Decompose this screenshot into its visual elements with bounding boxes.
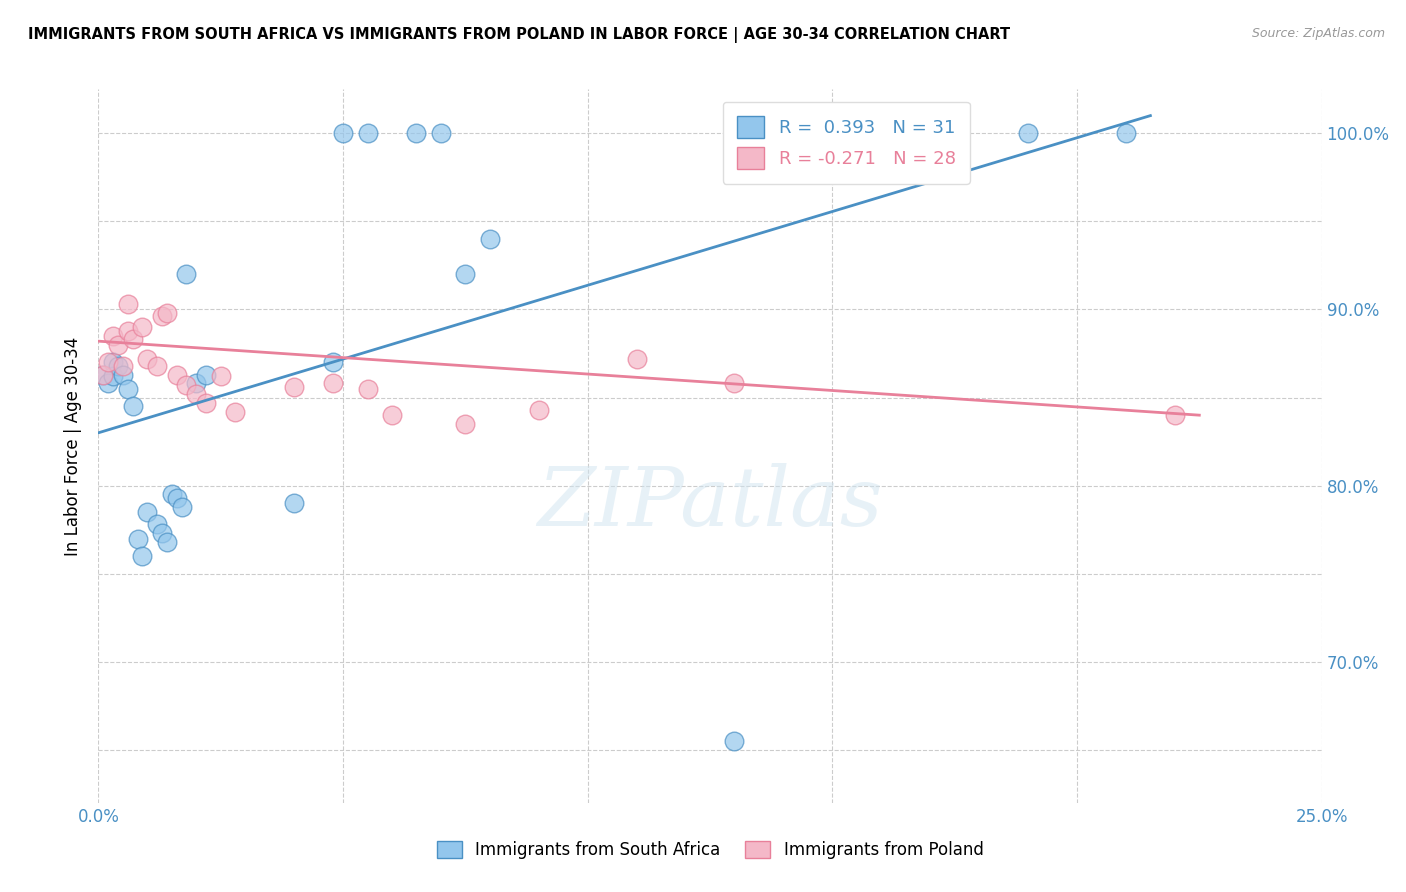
Point [176,267,198,281]
Point [430,126,453,140]
Point [1164,408,1187,422]
Point [209,369,232,384]
Point [224,404,246,418]
Point [101,355,124,369]
Point [1017,126,1039,140]
Point [405,126,427,140]
Point [478,232,501,246]
Point [176,378,198,392]
Point [131,320,153,334]
Point [723,376,745,391]
Point [626,351,648,366]
Point [332,126,354,140]
Point [150,310,173,324]
Point [195,396,218,410]
Point [150,526,173,541]
Point [381,408,404,422]
Point [121,400,143,414]
Point [186,387,208,401]
Point [97,355,120,369]
Point [127,532,149,546]
Text: IMMIGRANTS FROM SOUTH AFRICA VS IMMIGRANTS FROM POLAND IN LABOR FORCE | AGE 30-3: IMMIGRANTS FROM SOUTH AFRICA VS IMMIGRAN… [28,27,1011,43]
Point [136,505,159,519]
Point [111,368,134,382]
Point [356,126,378,140]
Point [166,368,188,382]
Point [101,329,124,343]
Point [1115,126,1137,140]
Point [166,491,188,505]
Legend: Immigrants from South Africa, Immigrants from Poland: Immigrants from South Africa, Immigrants… [430,834,990,866]
Point [101,369,124,384]
Point [322,376,344,391]
Point [117,297,139,311]
Point [111,359,134,373]
Y-axis label: In Labor Force | Age 30-34: In Labor Force | Age 30-34 [65,336,83,556]
Point [91,368,114,382]
Text: Source: ZipAtlas.com: Source: ZipAtlas.com [1251,27,1385,40]
Point [97,376,120,391]
Point [136,351,159,366]
Point [117,382,139,396]
Point [454,267,477,281]
Text: ZIPatlas: ZIPatlas [537,463,883,543]
Point [107,337,129,351]
Point [156,306,179,320]
Point [160,487,183,501]
Point [91,368,114,382]
Point [723,734,745,748]
Point [146,517,169,532]
Point [356,382,378,396]
Point [156,535,179,549]
Point [283,380,305,394]
Point [527,403,550,417]
Point [146,359,169,373]
Point [117,324,139,338]
Point [195,368,218,382]
Point [322,355,344,369]
Point [454,417,477,431]
Point [170,500,193,514]
Point [131,549,153,563]
Point [121,332,143,346]
Point [283,496,305,510]
Point [186,376,208,391]
Point [107,359,129,373]
